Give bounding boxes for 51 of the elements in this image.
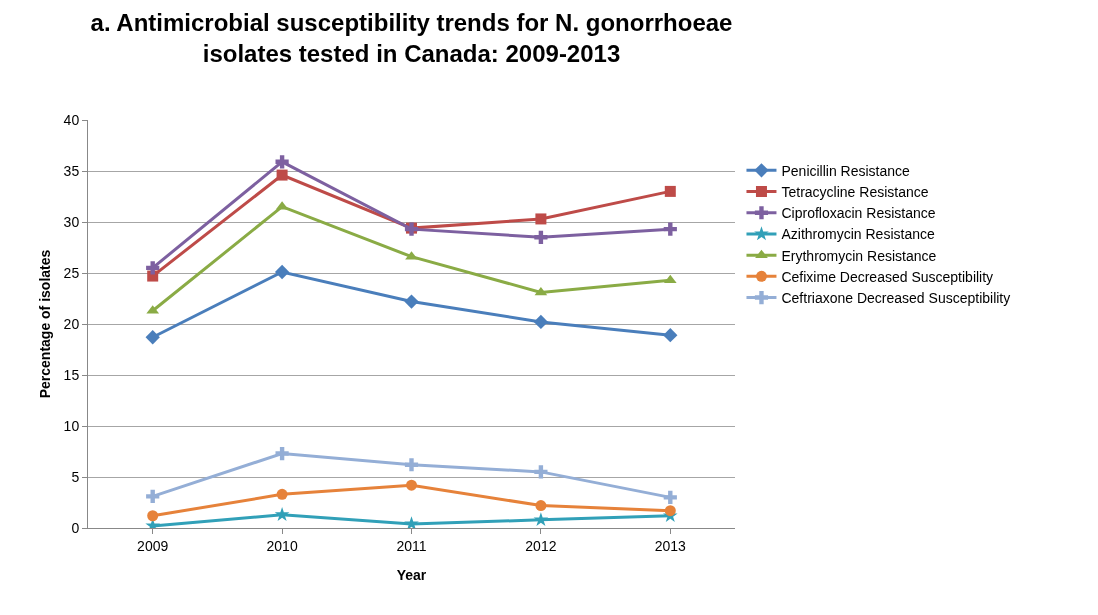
legend-label: Erythromycin Resistance	[781, 247, 937, 264]
point	[533, 512, 549, 527]
point	[663, 328, 678, 343]
legend-label: Cefixime Decreased Susceptibility	[781, 268, 994, 285]
point	[404, 458, 419, 472]
point	[664, 505, 676, 517]
y-tick-label: 0	[71, 519, 80, 536]
point	[534, 465, 548, 479]
point	[274, 264, 290, 280]
point	[535, 500, 547, 512]
point	[146, 489, 160, 503]
y-tick-label: 35	[63, 162, 80, 179]
point	[274, 507, 290, 521]
x-tick-label: 2010	[266, 537, 298, 554]
legend-label: Tetracycline Resistance	[781, 184, 929, 200]
point	[404, 516, 419, 528]
chart-title: a. Antimicrobial susceptibility trends for N. gonorrhoeae isolates tested in Canada: 2009-2013	[90, 8, 733, 67]
y-tick-label: 15	[63, 366, 80, 383]
legend-label: Ceftriaxone Decreased Susceptibility	[781, 290, 1011, 306]
x-tick-label: 2009	[137, 537, 169, 554]
point	[406, 479, 417, 491]
point	[275, 446, 289, 461]
point	[663, 490, 677, 504]
point	[275, 155, 289, 169]
point	[534, 286, 548, 296]
point	[533, 314, 549, 330]
y-tick-label: 5	[71, 468, 80, 485]
point	[146, 261, 160, 275]
y-tick-label: 10	[63, 417, 80, 434]
point	[147, 270, 159, 282]
point	[404, 294, 419, 309]
y-tick-label: 30	[63, 213, 80, 230]
point	[663, 222, 677, 236]
point	[145, 330, 160, 345]
point	[534, 230, 548, 244]
x-tick-label: 2011	[396, 537, 427, 554]
point	[664, 185, 676, 197]
y-tick-label: 25	[63, 264, 80, 281]
point	[147, 510, 159, 522]
x-tick-label: 2013	[654, 537, 687, 554]
legend-label: Penicillin Resistance	[781, 162, 911, 179]
x-axis-title: Year	[396, 567, 427, 583]
point	[535, 213, 547, 225]
point	[276, 488, 288, 500]
x-tick-label: 2012	[525, 537, 557, 554]
y-axis-title: Percentage of isolates	[37, 249, 53, 399]
y-tick-label: 40	[63, 111, 80, 128]
legend-label: Azithromycin Resistance	[781, 226, 935, 243]
point	[276, 169, 288, 181]
legend-label: Ciprofloxacin Resistance	[781, 205, 936, 222]
y-tick-label: 20	[63, 315, 80, 332]
